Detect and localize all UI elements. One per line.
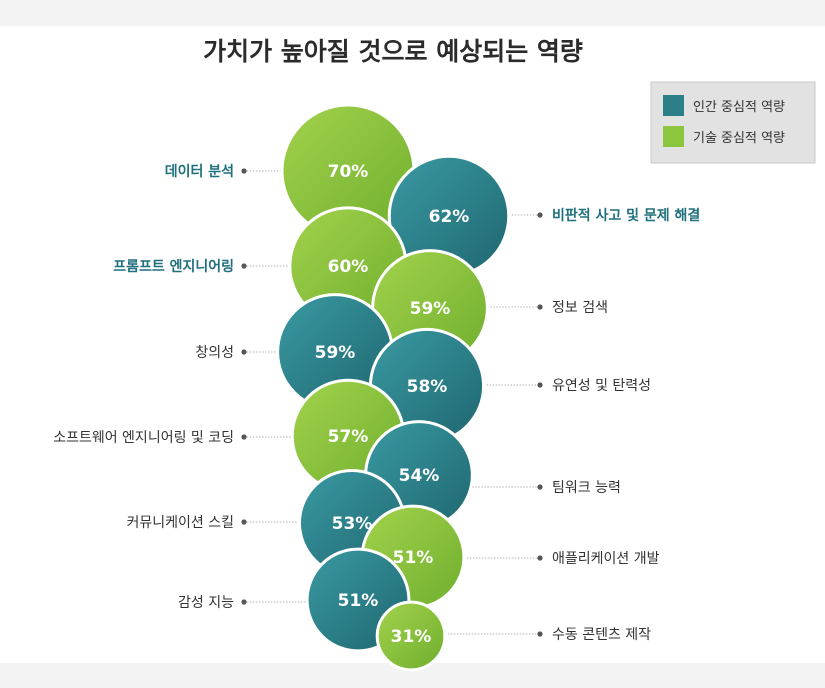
category-label: 소프트웨어 엔지니어링 및 코딩 <box>53 430 234 446</box>
leader-dot <box>537 212 543 218</box>
leader-lines <box>241 168 543 637</box>
bubble-value-label: 57% <box>328 427 369 447</box>
leader-dot <box>241 599 247 605</box>
category-label: 정보 검색 <box>552 300 608 316</box>
legend-label-human: 인간 중심적 역량 <box>693 100 785 115</box>
leader-dot <box>537 555 543 561</box>
leader-dot <box>241 519 247 525</box>
leader-dot <box>537 382 543 388</box>
legend-swatch-human <box>663 95 684 116</box>
category-label: 애플리케이션 개발 <box>552 551 660 567</box>
bubbles: 70% 62% 60% 59% 59% 58% 57% 54% 53% 51% 51% 31% <box>276 103 511 672</box>
leader-dot <box>241 434 247 440</box>
bubble-value-label: 62% <box>429 207 470 227</box>
category-label: 유연성 및 탄력성 <box>552 378 651 394</box>
leader-dot <box>537 304 543 310</box>
category-label: 창의성 <box>195 345 234 361</box>
chart-title: 가치가 높아질 것으로 예상되는 역량 <box>203 37 583 66</box>
category-label: 감성 지능 <box>178 595 234 611</box>
bubble-value-label: 54% <box>399 466 440 486</box>
category-label: 비판적 사고 및 문제 해결 <box>552 207 700 224</box>
leader-dot <box>241 168 247 174</box>
bubble-value-label: 70% <box>328 162 369 182</box>
bubble-value-label: 31% <box>391 627 432 647</box>
legend-box <box>650 81 816 164</box>
leader-dot <box>537 631 543 637</box>
leader-dot <box>537 484 543 490</box>
bubble <box>375 600 447 672</box>
bubble-value-label: 59% <box>410 299 451 319</box>
bubble-value-label: 53% <box>332 514 373 534</box>
leader-dot <box>241 263 247 269</box>
category-label: 프롬프트 엔지니어링 <box>113 258 234 275</box>
legend: 인간 중심적 역량 기술 중심적 역량 <box>650 81 816 164</box>
legend-swatch-tech <box>663 126 684 147</box>
category-label: 수동 콘텐츠 제작 <box>552 627 651 643</box>
category-label: 커뮤니케이션 스킬 <box>127 515 235 531</box>
category-label: 데이터 분석 <box>165 163 234 180</box>
bubble-value-label: 58% <box>407 377 448 397</box>
legend-label-tech: 기술 중심적 역량 <box>693 131 785 146</box>
bubble-value-label: 51% <box>393 548 434 568</box>
bubble-value-label: 60% <box>328 257 369 277</box>
bubble-value-label: 59% <box>315 343 356 363</box>
leader-dot <box>241 349 247 355</box>
bubble-value-label: 51% <box>338 591 379 611</box>
category-label: 팀워크 능력 <box>552 480 621 496</box>
